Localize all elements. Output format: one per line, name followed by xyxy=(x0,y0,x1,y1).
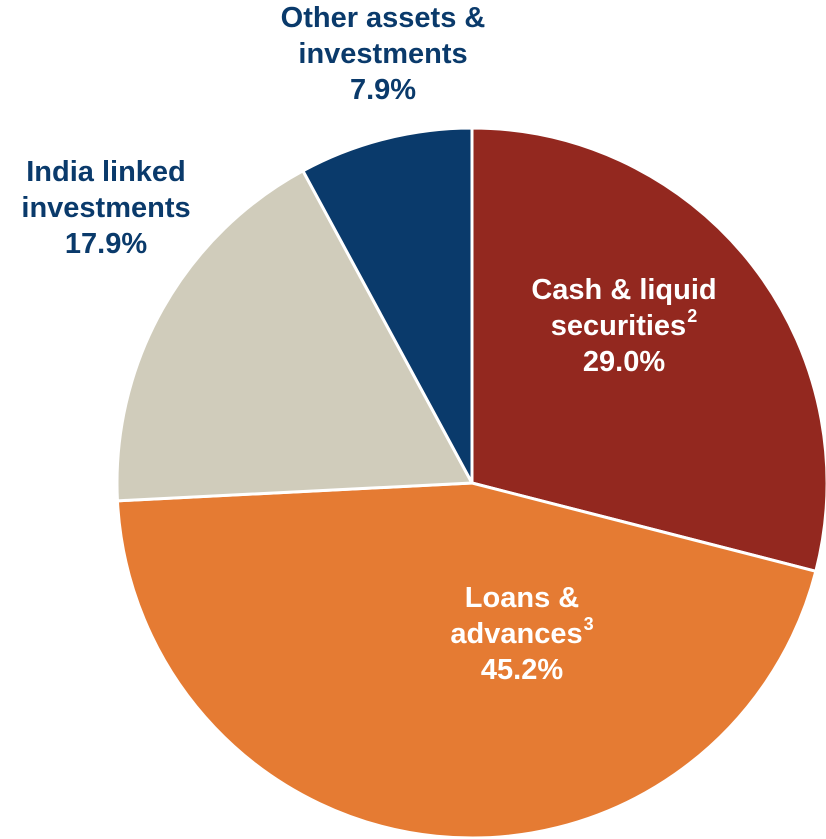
label-india-value: 17.9% xyxy=(64,228,148,260)
label-cash-liquid-securities: Cash & liquid securities2 29.0% xyxy=(531,272,716,380)
label-cash-line1: Cash & liquid xyxy=(531,274,717,306)
label-india-line2: investments xyxy=(21,192,191,224)
label-loans-line2: advances xyxy=(450,618,583,650)
label-cash-value: 29.0% xyxy=(582,346,666,378)
label-loans-value: 45.2% xyxy=(480,654,564,686)
label-india-line1: India linked xyxy=(26,156,186,188)
label-loans-advances: Loans & advances3 45.2% xyxy=(450,580,593,688)
label-loans-footnote: 3 xyxy=(583,614,594,635)
label-cash-line2: securities xyxy=(550,310,687,342)
slice-other-assets-investments[interactable] xyxy=(301,126,474,485)
label-other-line2: investments xyxy=(298,38,468,70)
label-india-linked-investments: India linked investments 17.9% xyxy=(21,154,190,262)
label-loans-line1: Loans & xyxy=(464,582,580,614)
slice-india-linked-investments[interactable] xyxy=(115,169,474,503)
slice-loans-advances[interactable] xyxy=(115,481,818,839)
label-cash-footnote: 2 xyxy=(687,306,698,327)
label-other-assets-investments: Other assets & investments 7.9% xyxy=(281,0,486,108)
label-other-line1: Other assets & xyxy=(280,2,486,34)
slice-cash-liquid-securities[interactable] xyxy=(470,126,826,573)
label-other-value: 7.9% xyxy=(349,74,417,106)
